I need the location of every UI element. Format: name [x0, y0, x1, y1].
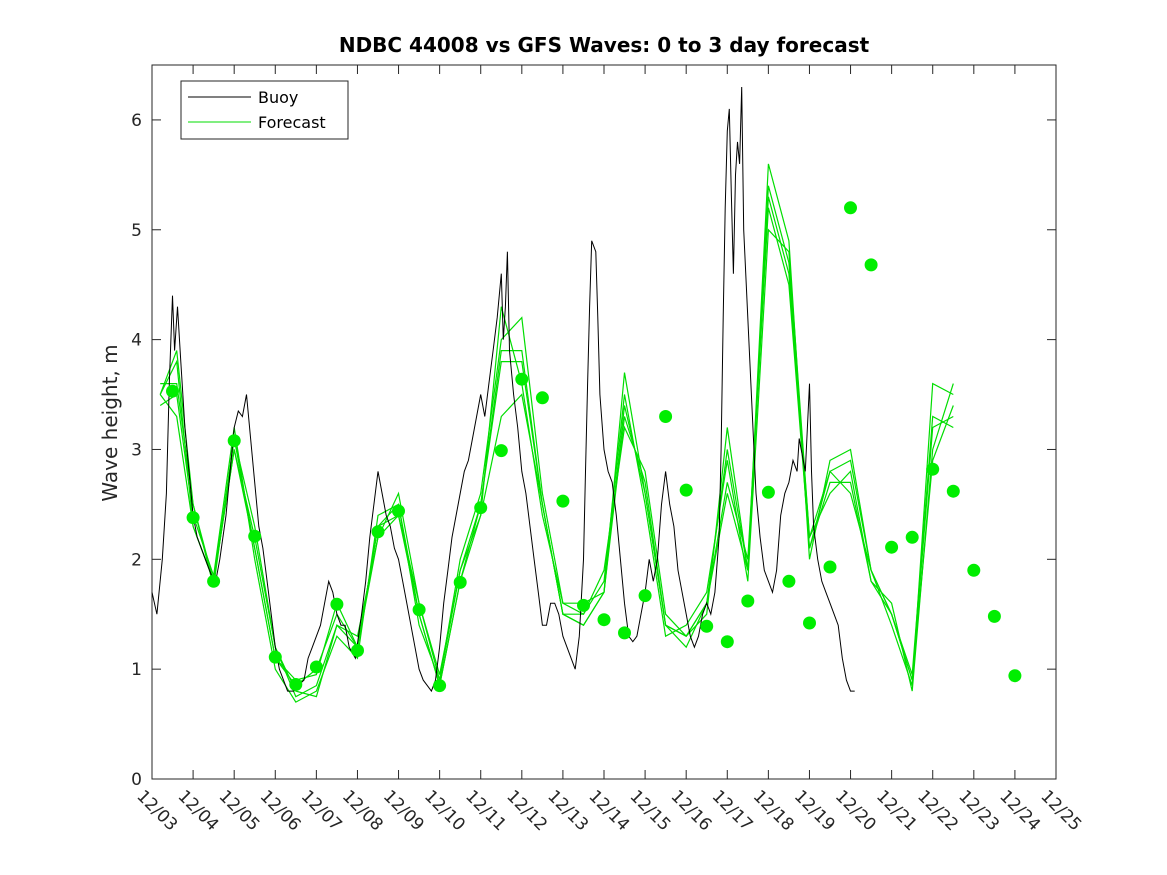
forecast-marker-32 [823, 560, 837, 574]
forecast-marker-21 [597, 613, 611, 627]
forecast-marker-36 [905, 530, 919, 544]
y-tick-label-1: 1 [131, 660, 142, 680]
y-tick-label-6: 6 [131, 111, 142, 131]
x-tick-label-21: 12/24 [995, 786, 1044, 835]
x-tick-label-8: 12/11 [461, 786, 510, 835]
forecast-marker-9 [351, 644, 364, 657]
forecast-marker-26 [700, 619, 714, 633]
x-tick-label-5: 12/08 [338, 786, 387, 835]
x-tick-label-13: 12/16 [667, 786, 716, 835]
forecast-marker-24 [659, 410, 673, 423]
forecast-marker-35 [885, 540, 899, 554]
y-tick-label-0: 0 [131, 770, 142, 790]
forecast-marker-6 [289, 678, 303, 691]
forecast-marker-38 [946, 484, 960, 498]
x-tick-label-19: 12/22 [913, 786, 962, 835]
x-tick-label-11: 12/14 [584, 786, 633, 835]
forecast-marker-29 [761, 485, 775, 499]
forecast-marker-12 [412, 603, 426, 617]
forecast-marker-17 [515, 372, 529, 386]
legend-forecast-label: Forecast [258, 113, 326, 132]
forecast-marker-40 [987, 609, 1001, 623]
x-tick-label-3: 12/06 [256, 786, 305, 835]
forecast-marker-8 [330, 597, 344, 611]
forecast-marker-22 [618, 626, 631, 640]
forecast-marker-5 [268, 650, 282, 664]
forecast-marker-3 [227, 434, 241, 448]
forecast-marker-30 [782, 574, 796, 588]
forecast-marker-18 [535, 391, 549, 405]
forecast-marker-14 [453, 575, 467, 589]
legend-box [180, 80, 349, 140]
forecast-line-4 [160, 185, 954, 686]
forecast-marker-33 [844, 201, 857, 215]
x-tick-label-20: 12/23 [954, 786, 1003, 835]
forecast-marker-31 [803, 616, 816, 630]
legend-buoy-label: Buoy [258, 88, 298, 107]
x-tick-label-4: 12/07 [297, 786, 346, 835]
x-tick-label-17: 12/20 [831, 786, 880, 835]
x-tick-label-14: 12/17 [708, 786, 757, 835]
y-tick-label-4: 4 [131, 331, 142, 351]
forecast-marker-10 [371, 525, 385, 539]
forecast-marker-23 [638, 589, 652, 603]
y-tick-label-5: 5 [131, 221, 142, 241]
x-tick-label-15: 12/18 [749, 786, 798, 835]
y-axis-label: Wave height, m [98, 344, 122, 501]
x-tick-label-9: 12/12 [502, 786, 551, 835]
forecast-marker-0 [166, 384, 179, 398]
forecast-marker-4 [248, 529, 262, 543]
forecast-marker-39 [967, 563, 981, 577]
forecast-marker-41 [1008, 669, 1022, 683]
forecast-marker-1 [186, 511, 200, 525]
forecast-marker-11 [392, 504, 405, 518]
x-tick-label-1: 12/04 [174, 786, 223, 835]
x-tick-label-6: 12/09 [379, 786, 428, 835]
x-tick-label-10: 12/13 [543, 786, 592, 835]
forecast-marker-7 [309, 660, 323, 674]
x-tick-label-22: 12/25 [1036, 786, 1085, 835]
forecast-marker-20 [577, 598, 590, 612]
forecast-marker-19 [556, 494, 570, 508]
x-tick-label-2: 12/05 [215, 786, 264, 835]
x-tick-label-18: 12/21 [872, 786, 921, 835]
y-axis: 0 1 2 3 4 5 6 [131, 111, 1056, 790]
legend: Buoy Forecast [180, 80, 349, 140]
forecast-markers [166, 201, 1022, 693]
forecast-marker-37 [926, 462, 940, 476]
forecast-marker-27 [720, 635, 734, 649]
x-tick-label-16: 12/19 [790, 786, 839, 835]
forecast-marker-16 [494, 444, 508, 458]
y-tick-label-3: 3 [131, 440, 142, 460]
forecast-marker-34 [864, 258, 878, 272]
forecast-marker-25 [679, 483, 693, 497]
forecast-marker-2 [207, 574, 221, 588]
x-tick-label-7: 12/10 [420, 786, 469, 835]
x-tick-label-0: 12/03 [132, 786, 181, 835]
y-tick-label-2: 2 [131, 550, 142, 570]
forecast-marker-15 [474, 501, 488, 515]
x-tick-label-12: 12/15 [626, 786, 675, 835]
forecast-marker-13 [433, 679, 447, 693]
forecast-marker-28 [741, 594, 755, 608]
chart-title: NDBC 44008 vs GFS Waves: 0 to 3 day fore… [339, 33, 870, 57]
